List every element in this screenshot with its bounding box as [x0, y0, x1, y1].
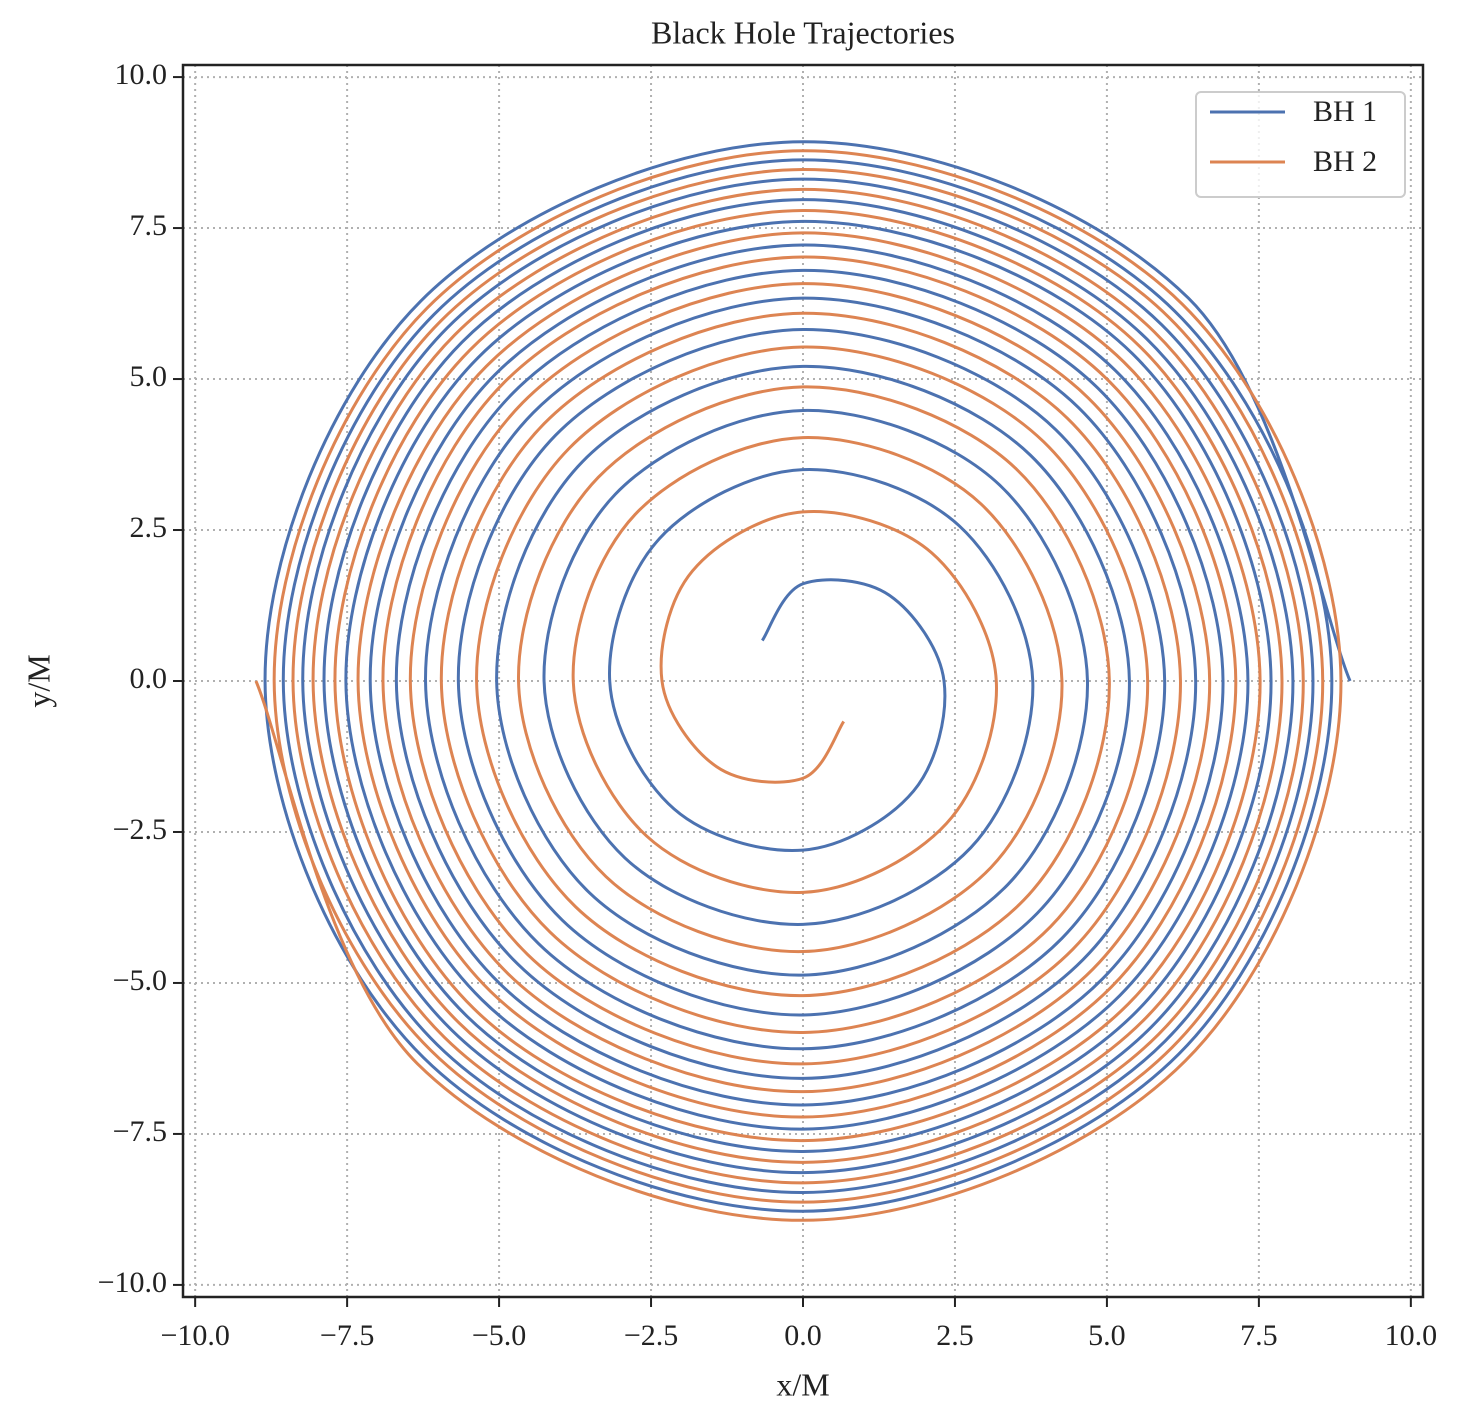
plot-frame [181, 63, 1425, 1299]
y-tick-label: 2.5 [130, 511, 168, 544]
y-tick-label: −5.0 [113, 964, 167, 997]
x-tick-label: 5.0 [1088, 1319, 1126, 1352]
x-tick-label: −7.5 [320, 1319, 374, 1352]
y-tick-label: −2.5 [113, 813, 167, 846]
y-tick-label: 0.0 [130, 662, 168, 695]
x-tick-label: 10.0 [1385, 1319, 1438, 1352]
x-tick-label: −5.0 [472, 1319, 526, 1352]
y-tick-label: 5.0 [130, 360, 168, 393]
y-axis-label: y/M [20, 654, 56, 707]
chart-title: Black Hole Trajectories [651, 14, 955, 50]
legend-box [1195, 91, 1406, 198]
x-tick-label: 2.5 [936, 1319, 974, 1352]
x-tick-label: −2.5 [624, 1319, 678, 1352]
x-tick-label: 0.0 [784, 1319, 822, 1352]
x-tick-label: −10.0 [160, 1319, 229, 1352]
x-tick-label: 7.5 [1240, 1319, 1278, 1352]
legend-label: BH 1 [1313, 95, 1377, 128]
trajectory-line [263, 140, 1352, 1213]
trajectory-line [254, 149, 1343, 1222]
y-tick-label: −10.0 [98, 1266, 167, 1299]
y-tick-label: 10.0 [115, 58, 168, 91]
y-tick-label: −7.5 [113, 1115, 167, 1148]
x-axis-label: x/M [776, 1366, 829, 1402]
y-tick-label: 7.5 [130, 209, 168, 242]
legend-label: BH 2 [1313, 145, 1377, 178]
